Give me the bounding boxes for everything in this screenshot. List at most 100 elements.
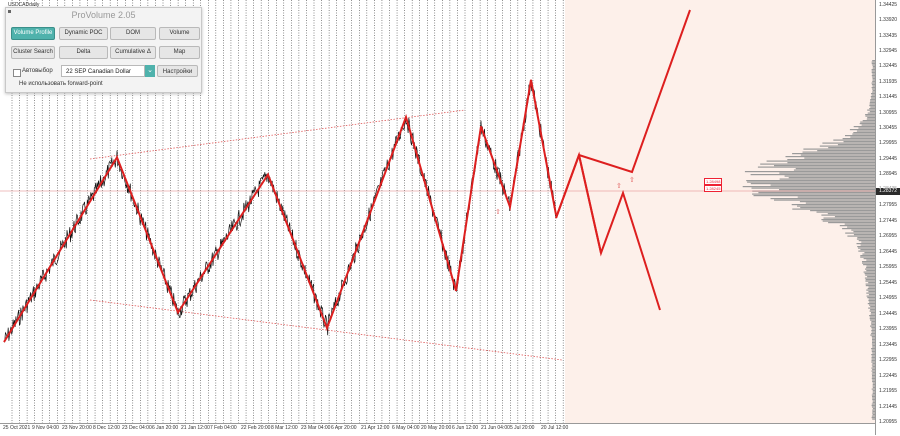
profile-bar [866,289,875,291]
profile-bar [872,400,875,402]
profile-bar [870,96,875,98]
profile-bar [839,225,875,227]
profile-bar [871,348,875,350]
profile-bar [866,259,875,261]
profile-bar [872,381,875,383]
profile-bar [871,93,875,95]
profile-bar [871,343,875,345]
profile-bar [805,202,875,204]
profile-bar [872,78,875,80]
time-label: 23 Dec 04:00 [122,425,152,431]
settings-button[interactable]: Настройки [157,65,198,77]
profile-bar [861,241,875,243]
profile-bar [872,384,875,386]
chevron-down-icon[interactable]: ⌄ [145,65,155,77]
profile-bar [867,117,875,119]
price-label: 1.32945 [879,48,898,54]
profile-bar [785,156,875,158]
price-label: 1.31935 [879,79,898,85]
profile-bar [870,106,875,108]
profile-bar [872,408,875,410]
zigzag-line [3,79,557,343]
profile-bar [866,267,875,269]
profile-bar [872,402,875,404]
profile-bar [872,340,875,342]
profile-bar [869,102,875,104]
profile-bar [869,304,875,306]
profile-bar [870,325,875,327]
profile-bar [744,171,875,173]
dynamic-poc-button[interactable]: Dynamic POC [59,27,108,40]
profile-bar [766,160,875,162]
map-button[interactable]: Map [159,46,200,59]
profile-bar [872,399,875,401]
volume-button[interactable]: Volume [159,27,200,40]
price-label: 1.21955 [879,388,898,394]
arrow-marker-2: ⇧ [616,182,622,190]
price-label: 1.22445 [879,373,898,379]
volume-profile-button[interactable]: Volume Profile [11,27,55,40]
price-label: 1.29955 [879,140,898,146]
profile-bar [872,397,875,399]
profile-bar [865,114,875,116]
profile-bar [816,211,875,213]
profile-bar [865,268,875,270]
price-label: 1.26955 [879,233,898,239]
profile-bar [872,91,875,93]
profile-bar [845,232,875,234]
profile-bar [871,97,875,99]
profile-bar [822,142,875,144]
profile-bar [864,252,875,254]
profile-bar [871,370,875,372]
profile-bar [872,88,875,90]
profile-bar [871,72,875,74]
time-label: 9 Nov 04:00 [32,425,59,431]
cluster-search-button[interactable]: Cluster Search [11,46,55,59]
profile-bar [858,240,875,242]
profile-bar [865,280,875,282]
profile-bar [770,198,875,200]
price-label: 1.24955 [879,295,898,301]
price-label: 1.28945 [879,171,898,177]
instrument-select[interactable]: 22 SEP Canadian Dollar [61,65,145,77]
time-label: 6 Jun 12:00 [452,425,479,431]
dom-button[interactable]: DOM [110,27,156,40]
profile-bar [871,321,875,323]
price-label: 1.25445 [879,280,898,286]
profile-bar [779,178,875,180]
profile-bar [864,277,875,279]
profile-bar [872,382,875,384]
profile-bar [856,238,875,240]
auto-select-checkbox[interactable] [13,69,21,77]
profile-bar [803,148,875,150]
profile-bar [871,84,875,86]
time-label: 25 Oct 2021 [3,425,31,431]
profile-bar [872,85,875,87]
profile-bar [863,271,875,273]
price-label: 1.20955 [879,419,898,425]
panel-grip-icon[interactable] [8,10,11,13]
delta-button[interactable]: Delta [59,46,108,59]
price-label: 1.24445 [879,311,898,317]
profile-bar [823,217,875,219]
volume-profile [742,60,875,420]
forecast-path-up [555,9,691,219]
time-label: 21 Jun 04:00 [481,425,510,431]
profile-bar [833,139,875,141]
price-label: 1.23445 [879,342,898,348]
price-label: 1.32445 [879,63,898,69]
profile-bar [868,298,875,300]
profile-bar [866,292,875,294]
profile-bar [821,219,875,221]
provolume-panel: ProVolume 2.05 Volume Profile Dynamic PO… [5,7,202,93]
time-label: 21 Apr 12:00 [361,425,390,431]
profile-bar [779,172,875,174]
cumulative-delta-button[interactable]: Cumulative Δ [110,46,156,59]
profile-bar [872,385,875,387]
profile-bar [860,121,875,123]
profile-bar [847,226,875,228]
profile-bar [872,409,875,411]
profile-bar [822,220,875,222]
profile-bar [863,258,875,260]
profile-bar [872,337,875,339]
